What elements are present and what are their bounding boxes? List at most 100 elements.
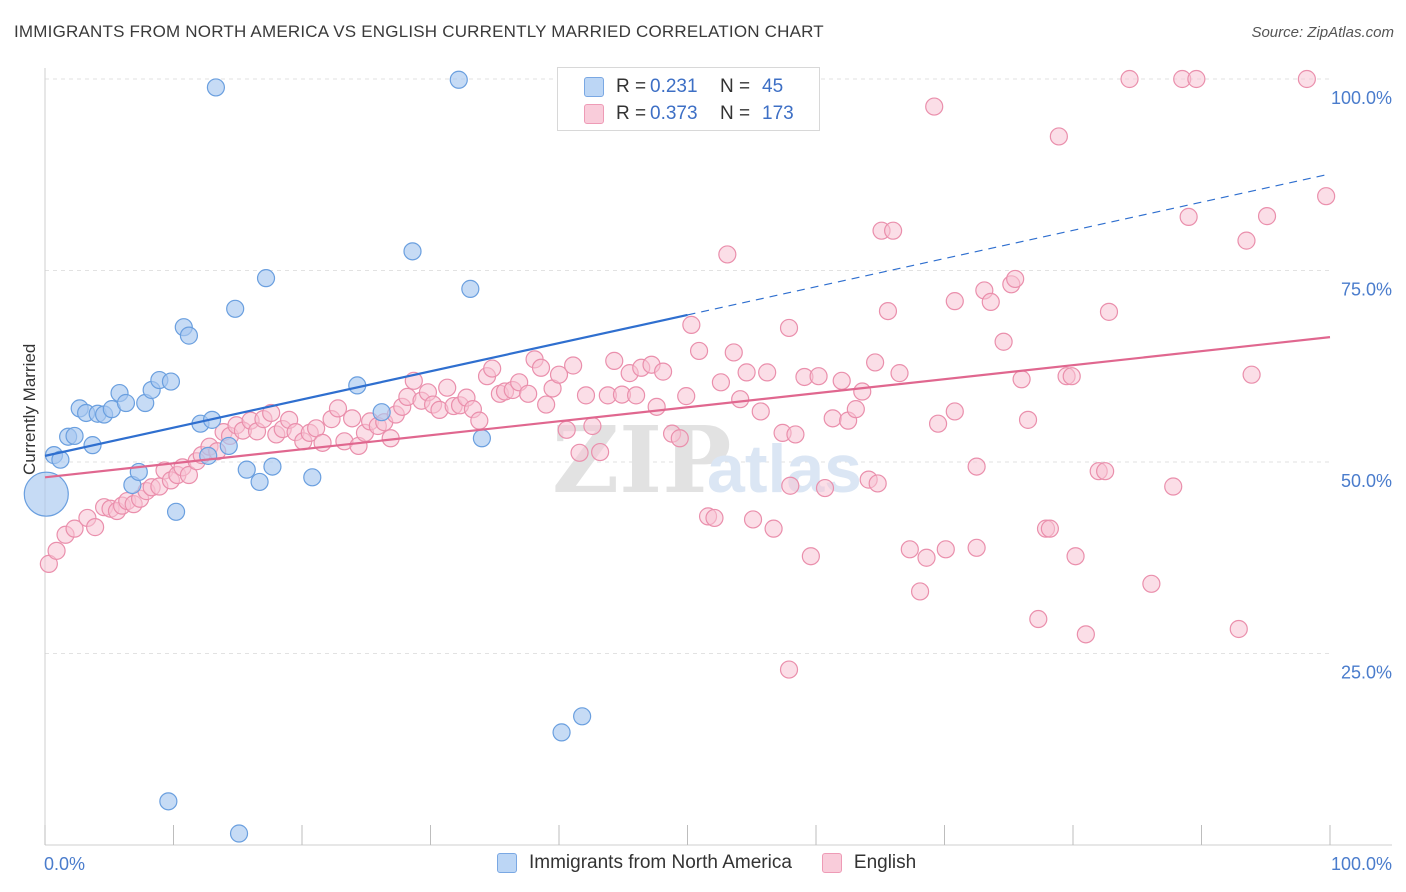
- series-legend: Immigrants from North America English: [497, 852, 946, 874]
- english-point: [945, 292, 964, 311]
- english-point: [743, 510, 763, 529]
- immigrants-point: [552, 723, 571, 742]
- immigrants-point: [263, 457, 282, 476]
- series-swatch-blue: [497, 853, 517, 873]
- immigrants-point: [303, 468, 322, 487]
- legend-n-value: 45: [762, 76, 784, 97]
- english-point: [878, 301, 898, 321]
- english-point: [1242, 365, 1261, 384]
- english-point: [1297, 69, 1316, 89]
- immigrants-point: [461, 279, 480, 298]
- immigrants-point: [229, 824, 249, 843]
- english-point: [866, 353, 885, 372]
- english-point: [764, 519, 783, 538]
- english-point: [900, 540, 919, 559]
- english-point: [724, 343, 743, 362]
- english-point: [890, 364, 909, 383]
- immigrants-point: [449, 70, 468, 89]
- english-point: [758, 363, 777, 382]
- legend-n-label: N =: [720, 76, 751, 97]
- axes: [44, 68, 1392, 846]
- y-tick-label: 50.0%: [1341, 471, 1392, 491]
- english-point: [537, 395, 556, 414]
- immigrants-point: [166, 502, 186, 521]
- immigrants-point: [199, 446, 218, 465]
- immigrants-point: [219, 436, 238, 456]
- english-point: [65, 519, 84, 538]
- english-point: [531, 358, 551, 377]
- x-tick-labels: 0.0% 100.0%: [44, 854, 1392, 874]
- series-legend-immigrants[interactable]: Immigrants from North America: [497, 852, 792, 874]
- english-point: [583, 416, 602, 436]
- x-tick-label: 100.0%: [1331, 854, 1392, 874]
- english-point: [1120, 69, 1139, 89]
- y-tick-labels: 25.0% 50.0% 75.0% 100.0%: [1331, 88, 1392, 683]
- english-point: [1187, 69, 1206, 89]
- english-point: [967, 457, 986, 476]
- english-point: [781, 476, 800, 495]
- immigrants-point: [179, 326, 199, 345]
- english-point: [1257, 207, 1277, 226]
- english-point: [1317, 187, 1336, 206]
- english-point: [731, 390, 750, 409]
- immigrants-point: [159, 792, 178, 811]
- english-point: [670, 429, 689, 448]
- english-point: [846, 400, 865, 419]
- english-point: [626, 386, 646, 405]
- english-trend-line: [44, 336, 1331, 479]
- source-label: Source: ZipAtlas.com: [1251, 24, 1394, 41]
- english-point: [47, 541, 66, 560]
- immigrants-point: [372, 403, 391, 422]
- english-point: [438, 378, 457, 397]
- english-point: [945, 402, 964, 421]
- legend-n-label: N =: [720, 103, 751, 124]
- english-point: [470, 411, 489, 430]
- english-point: [853, 382, 872, 401]
- immigrants-point: [256, 269, 276, 288]
- immigrants-point: [116, 393, 136, 413]
- english-point: [786, 425, 805, 444]
- english-point: [917, 548, 936, 567]
- english-point: [718, 245, 737, 264]
- english-points: [39, 69, 1336, 679]
- english-point: [1096, 462, 1115, 481]
- english-point: [1006, 269, 1025, 289]
- correlation-legend: R = 0.231 N = 45 R = 0.373 N = 173: [557, 67, 820, 131]
- english-point: [591, 442, 610, 462]
- immigrants-point: [250, 472, 269, 492]
- english-point: [711, 373, 731, 392]
- legend-r-label: R =: [616, 103, 647, 124]
- english-point: [994, 332, 1013, 351]
- english-point: [883, 221, 903, 240]
- y-axis-label: Currently Married: [20, 343, 39, 475]
- grid-lines: [45, 78, 1330, 654]
- english-point: [570, 443, 589, 462]
- english-point: [343, 409, 362, 428]
- y-tick-label: 100.0%: [1331, 88, 1392, 108]
- english-point: [868, 474, 887, 493]
- series-legend-english[interactable]: English: [821, 852, 917, 874]
- immigrants-point: [51, 450, 70, 469]
- english-point: [483, 359, 502, 378]
- trend-lines: [44, 173, 1331, 479]
- series-swatch-pink: [821, 853, 842, 873]
- english-point: [653, 362, 673, 381]
- english-point: [1040, 519, 1059, 538]
- english-point: [779, 660, 799, 679]
- series-label-immigrants: Immigrants from North America: [529, 852, 792, 873]
- english-point: [981, 292, 1000, 312]
- english-point: [967, 538, 986, 557]
- legend-r-value: 0.373: [650, 103, 698, 124]
- legend-swatch-blue: [584, 77, 604, 97]
- english-point: [519, 384, 538, 403]
- watermark-atlas: atlas: [707, 431, 862, 507]
- english-point: [262, 403, 281, 423]
- english-point: [564, 356, 583, 375]
- legend-r-value: 0.231: [650, 76, 698, 97]
- english-point: [1018, 410, 1038, 429]
- english-point: [677, 387, 696, 406]
- series-label-english: English: [853, 852, 917, 873]
- english-point: [605, 351, 624, 370]
- chart-title: IMMIGRANTS FROM NORTH AMERICA VS ENGLISH…: [14, 22, 824, 41]
- immigrants-points: [23, 70, 592, 843]
